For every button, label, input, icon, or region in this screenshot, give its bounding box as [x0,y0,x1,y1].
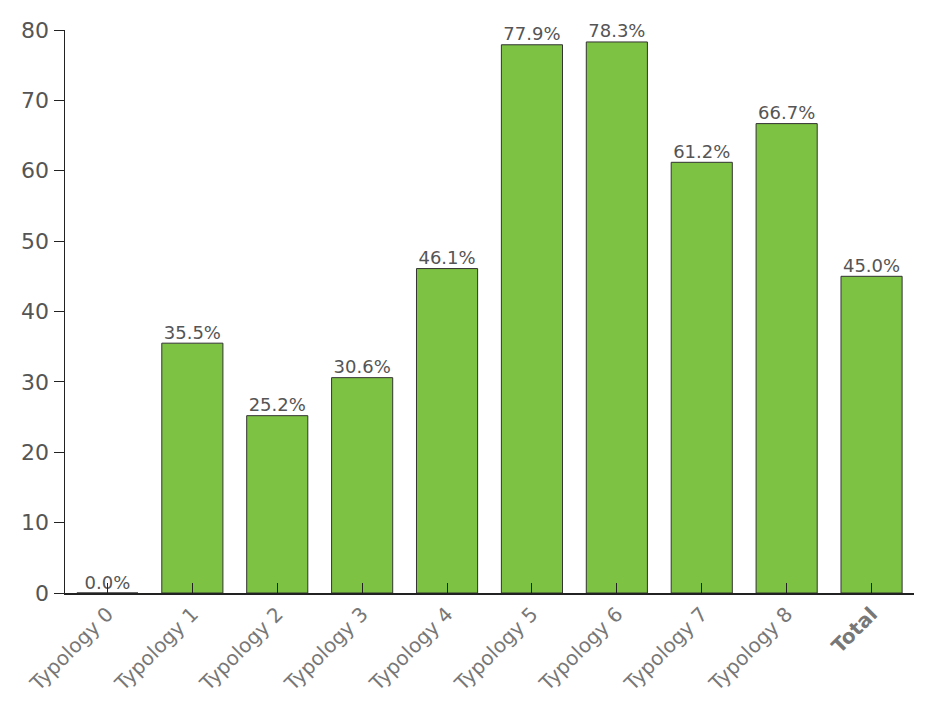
svg-text:Total: Total [827,602,883,658]
svg-text:70: 70 [21,88,49,113]
svg-text:50: 50 [21,229,49,254]
svg-text:66.7%: 66.7% [758,102,815,123]
svg-text:25.2%: 25.2% [249,394,306,415]
svg-text:10: 10 [21,510,49,535]
svg-text:61.2%: 61.2% [673,141,730,162]
svg-text:Typology 1: Typology 1 [109,602,203,696]
svg-text:Typology 7: Typology 7 [619,602,713,696]
svg-text:77.9%: 77.9% [503,23,560,44]
svg-text:20: 20 [21,440,49,465]
svg-text:30.6%: 30.6% [334,356,391,377]
svg-text:Typology 8: Typology 8 [704,602,798,696]
svg-text:78.3%: 78.3% [588,20,645,41]
svg-text:Typology 3: Typology 3 [279,602,373,696]
svg-text:35.5%: 35.5% [164,322,221,343]
svg-text:46.1%: 46.1% [418,247,475,268]
svg-text:Typology 6: Typology 6 [534,602,628,696]
svg-text:40: 40 [21,299,49,324]
svg-text:Typology 5: Typology 5 [449,602,543,696]
svg-text:60: 60 [21,158,49,183]
svg-text:30: 30 [21,370,49,395]
svg-text:80: 80 [21,18,49,43]
svg-text:Typology 0: Typology 0 [25,602,119,696]
svg-text:0: 0 [35,581,49,606]
svg-text:Typology 4: Typology 4 [364,602,458,696]
svg-text:45.0%: 45.0% [843,255,900,276]
svg-text:Typology 2: Typology 2 [194,602,288,696]
svg-text:0.0%: 0.0% [85,572,131,593]
